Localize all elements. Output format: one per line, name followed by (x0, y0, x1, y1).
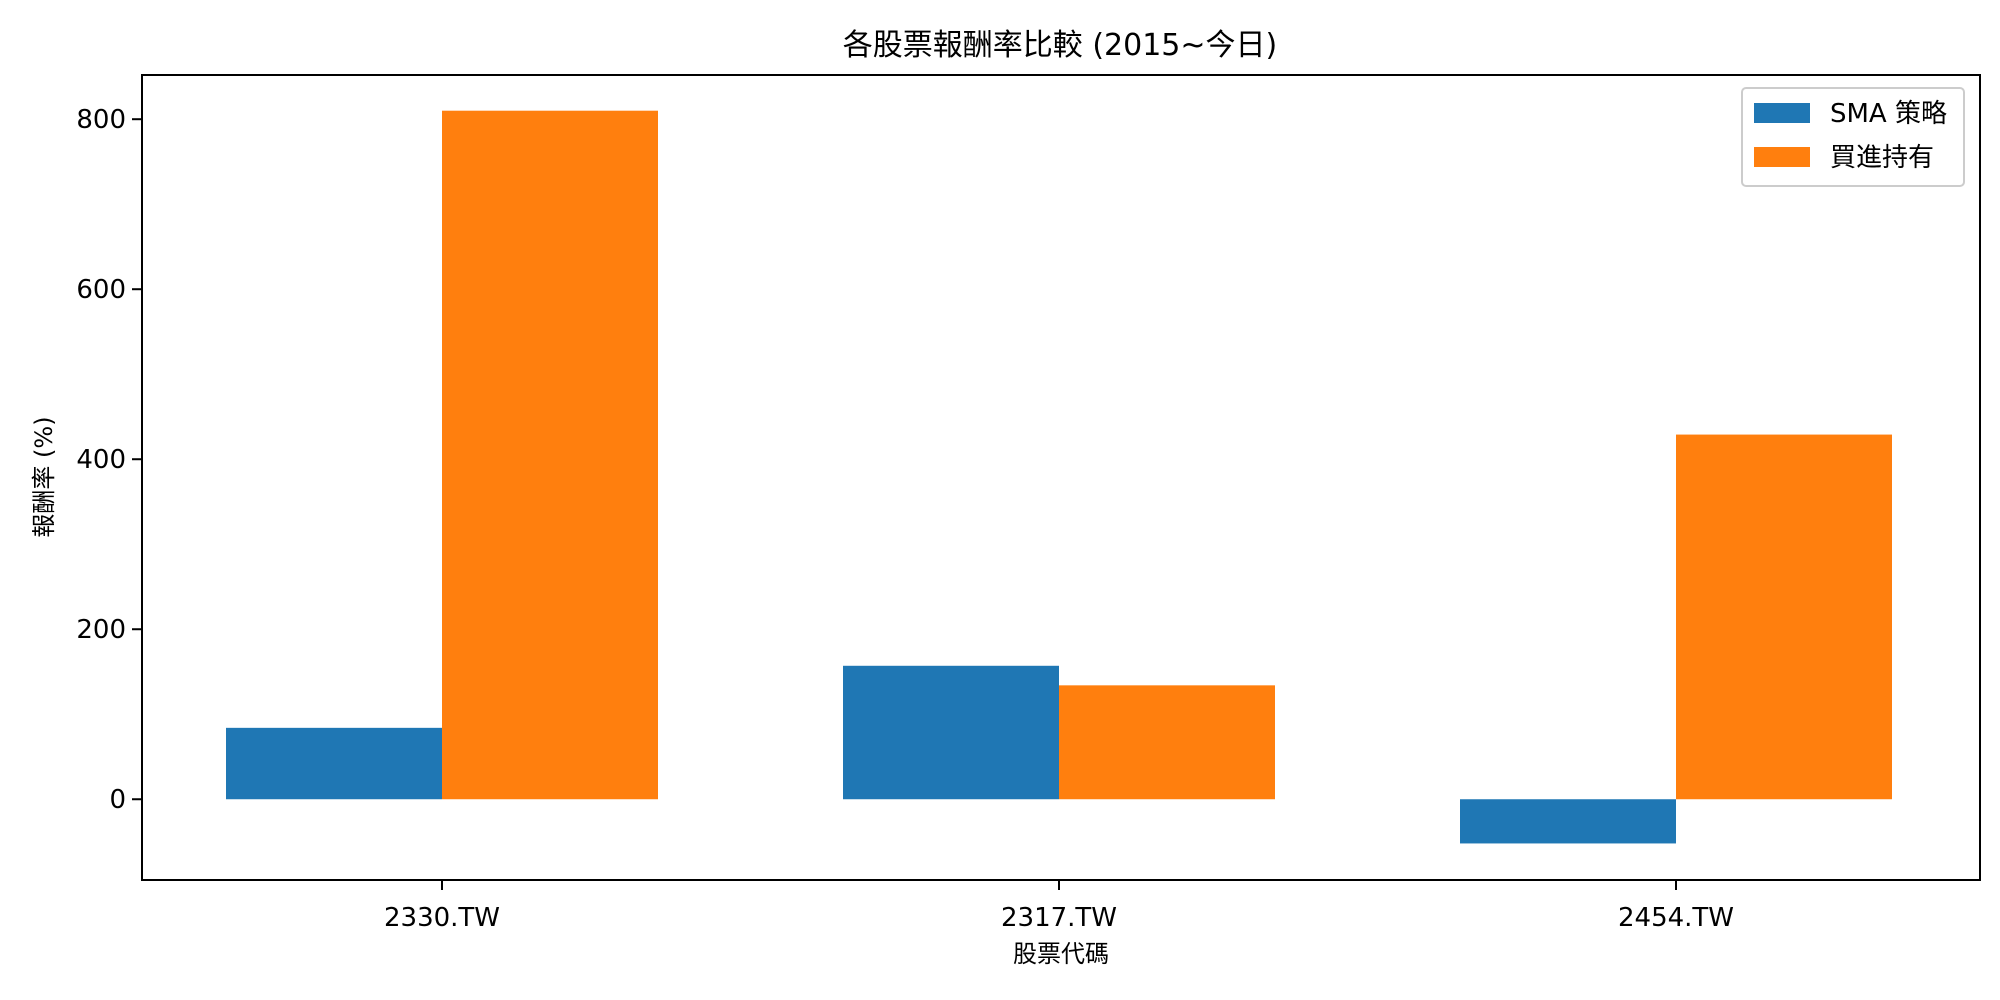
y-tick-label: 0 (109, 785, 126, 815)
y-axis: 0 200 400 600 800 (76, 105, 142, 815)
legend-swatch-buy-hold (1754, 147, 1810, 167)
bar-2317-tw-series-0 (843, 665, 1059, 800)
bar-2454-tw-series-1 (1676, 434, 1892, 800)
chart-title: 各股票報酬率比較 (2015~今日) (843, 28, 1277, 63)
y-tick-label: 200 (76, 615, 126, 645)
x-tick-label: 2330.TW (384, 903, 500, 933)
legend-label-buy-hold: 買進持有 (1830, 143, 1934, 173)
y-tick-label: 400 (76, 445, 126, 475)
x-axis-label: 股票代碼 (1013, 940, 1109, 968)
bar-2454-tw-series-0 (1460, 799, 1676, 844)
y-axis-label: 報酬率 (%) (30, 416, 58, 537)
bar-2330-tw-series-1 (442, 110, 658, 800)
x-tick-label: 2454.TW (1618, 903, 1734, 933)
plot-frame (141, 74, 1981, 881)
y-tick-label: 800 (76, 105, 126, 135)
x-tick-label: 2317.TW (1001, 903, 1117, 933)
x-axis: 2330.TW 2317.TW 2454.TW (384, 880, 1734, 933)
legend-swatch-sma (1754, 103, 1810, 123)
bar-2317-tw-series-1 (1059, 685, 1275, 800)
y-tick-label: 600 (76, 275, 126, 305)
bars-group (226, 110, 1892, 844)
legend-label-sma: SMA 策略 (1830, 99, 1947, 129)
legend: SMA 策略 買進持有 (1741, 87, 1965, 187)
bar-2330-tw-series-0 (226, 727, 442, 800)
